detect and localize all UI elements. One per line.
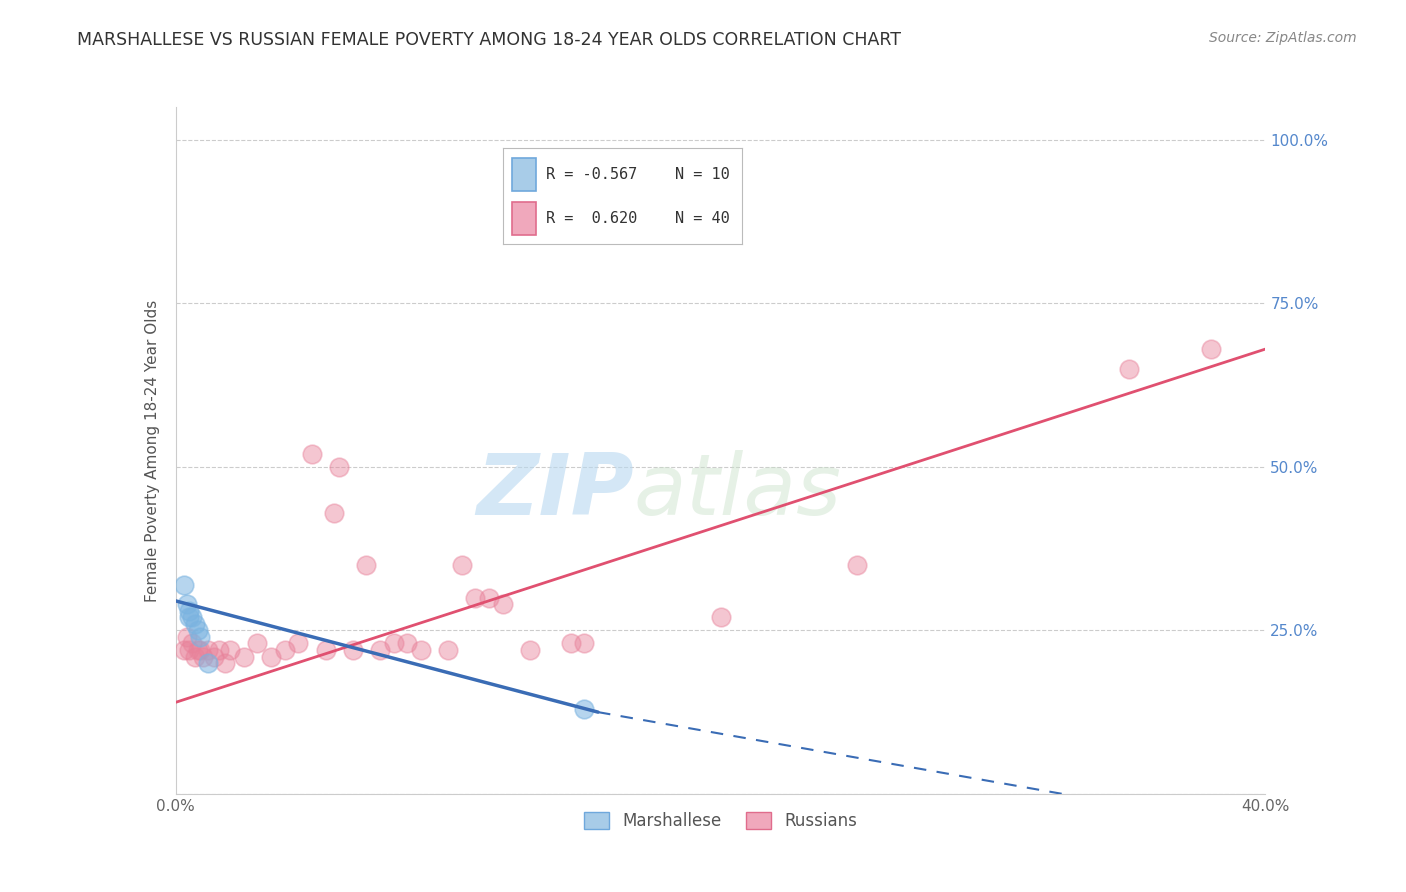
Point xyxy=(478,591,501,605)
Point xyxy=(184,616,207,631)
Text: R =  0.620: R = 0.620 xyxy=(546,211,637,226)
Text: ZIP: ZIP xyxy=(475,450,633,533)
Point xyxy=(322,506,344,520)
Point xyxy=(1118,361,1140,376)
Y-axis label: Female Poverty Among 18-24 Year Olds: Female Poverty Among 18-24 Year Olds xyxy=(145,300,160,601)
Point xyxy=(1199,342,1222,356)
Point xyxy=(197,643,219,657)
Point xyxy=(409,643,432,657)
Point xyxy=(368,643,391,657)
Point xyxy=(176,597,198,611)
Point xyxy=(181,610,204,624)
Point xyxy=(342,643,364,657)
Point xyxy=(356,558,378,572)
Text: atlas: atlas xyxy=(633,450,841,533)
Point xyxy=(202,649,225,664)
Legend: Marshallese, Russians: Marshallese, Russians xyxy=(576,805,865,837)
Point xyxy=(560,636,582,650)
Point xyxy=(179,604,201,618)
Point xyxy=(186,643,209,657)
Point xyxy=(328,459,350,474)
Point xyxy=(184,649,207,664)
Point xyxy=(208,643,231,657)
Point xyxy=(260,649,283,664)
Point xyxy=(219,643,242,657)
Point xyxy=(214,656,236,670)
Point xyxy=(450,558,472,572)
Point xyxy=(274,643,297,657)
Point xyxy=(179,643,201,657)
Point xyxy=(710,610,733,624)
Text: Source: ZipAtlas.com: Source: ZipAtlas.com xyxy=(1209,31,1357,45)
Point xyxy=(492,597,515,611)
Point xyxy=(186,624,209,638)
Point xyxy=(191,649,214,664)
Text: R = -0.567: R = -0.567 xyxy=(546,167,637,182)
Text: N = 10: N = 10 xyxy=(675,167,730,182)
Text: N = 40: N = 40 xyxy=(675,211,730,226)
Point xyxy=(845,558,868,572)
Point xyxy=(176,630,198,644)
Point xyxy=(246,636,269,650)
Point xyxy=(437,643,460,657)
Point xyxy=(181,636,204,650)
Point xyxy=(574,702,596,716)
Point xyxy=(301,447,323,461)
FancyBboxPatch shape xyxy=(512,158,536,191)
Point xyxy=(173,643,195,657)
Point xyxy=(396,636,419,650)
Point xyxy=(574,636,596,650)
Point xyxy=(315,643,337,657)
Point xyxy=(382,636,405,650)
FancyBboxPatch shape xyxy=(512,202,536,235)
Point xyxy=(197,656,219,670)
Point xyxy=(173,577,195,591)
Point xyxy=(188,630,211,644)
Text: MARSHALLESE VS RUSSIAN FEMALE POVERTY AMONG 18-24 YEAR OLDS CORRELATION CHART: MARSHALLESE VS RUSSIAN FEMALE POVERTY AM… xyxy=(77,31,901,49)
Point xyxy=(179,610,201,624)
Point xyxy=(519,643,541,657)
Point xyxy=(232,649,254,664)
Point xyxy=(464,591,486,605)
Point xyxy=(287,636,309,650)
Point xyxy=(188,643,211,657)
